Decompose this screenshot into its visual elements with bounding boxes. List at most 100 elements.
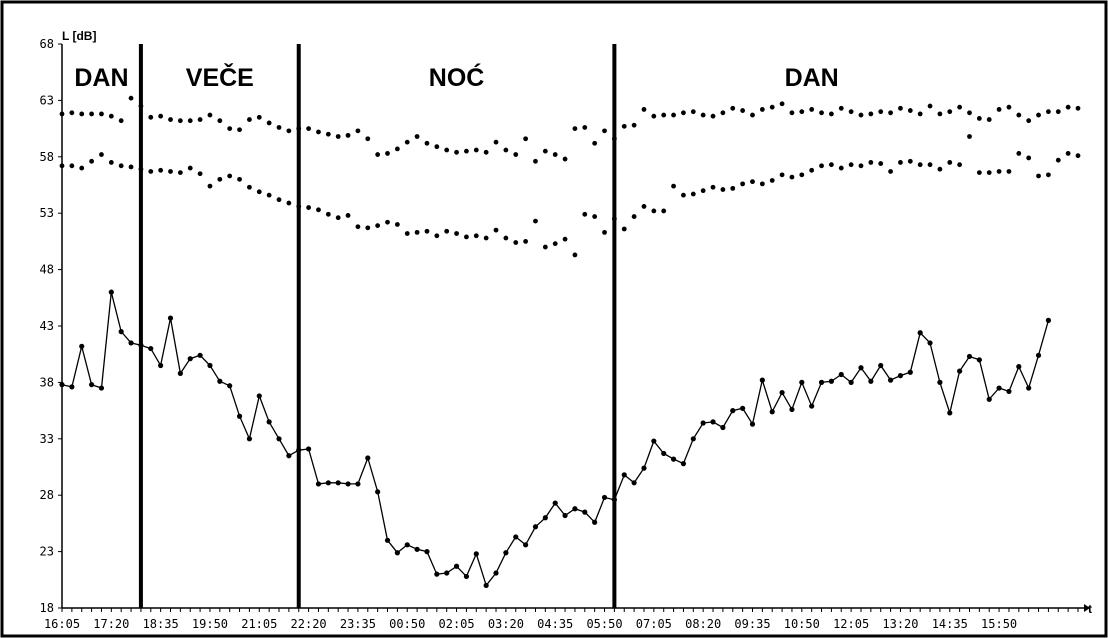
data-point: [1006, 388, 1012, 395]
data-point: [384, 537, 391, 543]
data-point: [247, 184, 252, 190]
data-point: [256, 114, 262, 120]
data-point: [917, 162, 923, 168]
data-point: [749, 421, 756, 427]
data-point: [1016, 364, 1022, 370]
data-point: [493, 570, 499, 576]
x-tick-label: 12:05: [833, 617, 869, 631]
data-point: [138, 103, 144, 109]
data-point: [572, 252, 578, 258]
data-point: [582, 125, 588, 130]
data-point: [355, 128, 361, 134]
data-point: [858, 163, 864, 169]
data-point: [286, 453, 292, 459]
data-point: [592, 214, 598, 219]
data-point: [592, 519, 598, 525]
data-point: [296, 126, 302, 131]
data-point: [898, 160, 903, 165]
data-point: [779, 172, 785, 178]
data-point: [799, 379, 805, 385]
data-point: [473, 551, 479, 557]
data-point: [227, 126, 233, 131]
data-point: [325, 211, 331, 217]
data-point: [868, 378, 874, 384]
data-point: [759, 377, 765, 383]
data-point: [236, 413, 243, 419]
data-point: [1026, 118, 1032, 124]
series-line: [61, 292, 1050, 587]
data-point: [59, 382, 65, 388]
data-point: [710, 419, 716, 425]
data-point: [316, 207, 321, 213]
data-point: [296, 447, 302, 453]
data-point: [907, 158, 913, 164]
data-point: [128, 164, 134, 170]
data-point: [720, 110, 726, 116]
y-tick-label: 58: [40, 150, 54, 164]
data-point: [325, 480, 331, 486]
period-dividers: [138, 44, 617, 608]
data-point: [1036, 173, 1041, 179]
data-point: [888, 169, 893, 174]
data-point: [957, 104, 963, 110]
data-point: [621, 226, 627, 232]
data-point: [690, 109, 696, 115]
data-point: [779, 389, 785, 396]
data-point: [769, 104, 775, 110]
data-point: [404, 231, 410, 236]
data-point: [621, 472, 627, 478]
data-point: [927, 103, 933, 109]
data-point: [217, 378, 223, 384]
data-point: [1026, 155, 1032, 161]
data-point: [88, 382, 95, 388]
data-point: [621, 123, 627, 129]
data-point: [394, 146, 400, 152]
period-labels: DAN VEČE NOĆ DAN: [74, 62, 838, 92]
data-point: [345, 213, 351, 218]
data-point: [700, 420, 706, 426]
data-point: [937, 166, 943, 172]
data-point: [828, 111, 834, 117]
data-point: [641, 465, 647, 471]
data-point: [641, 107, 647, 112]
data-point: [661, 208, 667, 214]
data-point: [947, 109, 953, 115]
data-point: [463, 573, 470, 580]
data-point: [611, 216, 617, 222]
data-point: [552, 152, 558, 157]
data-point: [868, 111, 874, 117]
x-tick-label: 21:05: [241, 617, 277, 631]
data-point: [385, 151, 390, 156]
data-point: [187, 165, 193, 171]
x-axis-label: t: [1088, 602, 1092, 616]
data-point: [878, 109, 884, 115]
data-point: [601, 494, 608, 501]
data-point: [89, 111, 94, 117]
data-point: [720, 187, 726, 192]
x-tick-label: 16:05: [44, 617, 80, 631]
data-point: [947, 160, 953, 165]
data-point: [1026, 385, 1032, 391]
data-point: [69, 163, 75, 169]
data-point: [355, 481, 361, 487]
data-point: [325, 131, 331, 137]
data-point: [404, 139, 410, 145]
data-point: [976, 170, 982, 175]
data-point: [168, 169, 173, 174]
data-point: [976, 357, 982, 363]
data-point: [227, 173, 233, 179]
data-point: [681, 192, 686, 198]
data-point: [404, 542, 410, 548]
data-point: [809, 107, 815, 112]
data-point: [385, 219, 390, 225]
data-point: [276, 436, 282, 442]
data-point: [335, 480, 341, 486]
data-point: [927, 340, 933, 346]
y-tick-label: 38: [40, 375, 54, 389]
data-point: [690, 191, 696, 197]
data-point: [454, 149, 459, 155]
data-point: [789, 174, 795, 180]
data-point: [740, 181, 746, 187]
data-point: [99, 152, 104, 157]
